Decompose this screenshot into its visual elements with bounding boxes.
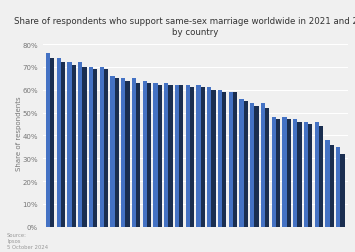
Bar bbox=[212, 90, 216, 227]
Bar bbox=[297, 122, 302, 227]
Bar bbox=[158, 86, 162, 227]
Bar bbox=[222, 93, 226, 227]
Bar bbox=[229, 93, 233, 227]
Text: Source:
Ipsos
5 October 2024: Source: Ipsos 5 October 2024 bbox=[7, 232, 48, 249]
Bar bbox=[147, 83, 151, 227]
Bar bbox=[190, 88, 194, 227]
Bar bbox=[93, 70, 98, 227]
Bar bbox=[201, 88, 205, 227]
Bar bbox=[168, 86, 173, 227]
Bar bbox=[121, 79, 125, 227]
Bar bbox=[196, 86, 201, 227]
Bar bbox=[265, 109, 269, 227]
Bar bbox=[287, 120, 291, 227]
Bar bbox=[153, 83, 158, 227]
Bar bbox=[99, 68, 104, 227]
Bar bbox=[336, 147, 340, 227]
Bar bbox=[330, 145, 334, 227]
Bar bbox=[132, 79, 136, 227]
Bar bbox=[179, 86, 184, 227]
Bar bbox=[276, 120, 280, 227]
Bar bbox=[207, 88, 211, 227]
Bar bbox=[239, 100, 244, 227]
Bar bbox=[72, 65, 76, 227]
Bar bbox=[67, 63, 72, 227]
Bar bbox=[325, 140, 329, 227]
Bar bbox=[272, 118, 276, 227]
Bar bbox=[61, 63, 65, 227]
Bar bbox=[250, 104, 254, 227]
Y-axis label: Share of respondents: Share of respondents bbox=[16, 97, 22, 171]
Bar bbox=[186, 86, 190, 227]
Bar bbox=[56, 58, 61, 227]
Bar bbox=[175, 86, 179, 227]
Bar bbox=[315, 122, 319, 227]
Bar bbox=[233, 93, 237, 227]
Bar bbox=[104, 70, 108, 227]
Bar bbox=[125, 81, 130, 227]
Bar bbox=[319, 127, 323, 227]
Bar bbox=[89, 68, 93, 227]
Bar bbox=[115, 79, 119, 227]
Bar bbox=[164, 83, 168, 227]
Bar bbox=[308, 124, 312, 227]
Bar bbox=[50, 58, 54, 227]
Bar bbox=[255, 106, 259, 227]
Bar bbox=[136, 83, 141, 227]
Bar bbox=[261, 104, 265, 227]
Bar bbox=[244, 102, 248, 227]
Title: Share of respondents who support same-sex marriage worldwide in 2021 and 2023,
b: Share of respondents who support same-se… bbox=[14, 17, 355, 37]
Bar bbox=[78, 63, 82, 227]
Bar bbox=[82, 68, 87, 227]
Bar bbox=[110, 77, 115, 227]
Bar bbox=[46, 54, 50, 227]
Bar bbox=[142, 81, 147, 227]
Bar bbox=[293, 120, 297, 227]
Bar bbox=[282, 118, 286, 227]
Bar bbox=[304, 122, 308, 227]
Bar bbox=[340, 154, 345, 227]
Bar bbox=[218, 90, 222, 227]
